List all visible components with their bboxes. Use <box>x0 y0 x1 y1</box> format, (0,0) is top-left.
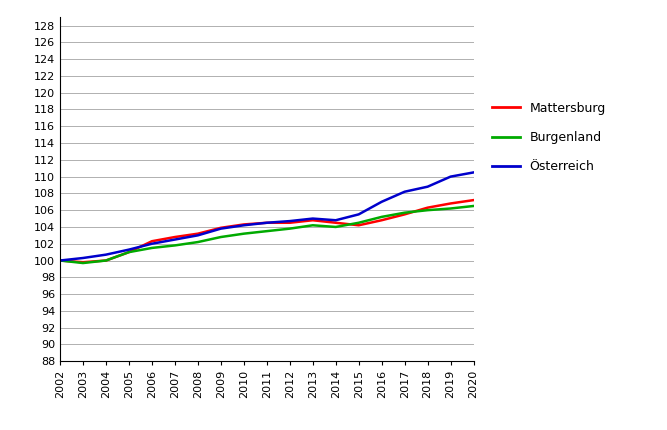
Line: Burgenland: Burgenland <box>60 206 474 263</box>
Österreich <box>355 212 363 217</box>
Österreich <box>331 218 340 223</box>
Burgenland <box>263 229 271 234</box>
Mattersburg <box>470 197 478 203</box>
Line: Österreich: Österreich <box>60 172 474 261</box>
Mattersburg <box>401 212 409 217</box>
Burgenland <box>424 208 432 213</box>
Österreich <box>56 258 64 263</box>
Mattersburg <box>217 225 225 230</box>
Mattersburg <box>424 205 432 210</box>
Burgenland <box>285 226 293 231</box>
Burgenland <box>309 223 317 228</box>
Mattersburg <box>240 222 248 227</box>
Mattersburg <box>285 220 293 225</box>
Österreich <box>378 199 386 204</box>
Österreich <box>309 216 317 221</box>
Österreich <box>424 184 432 189</box>
Burgenland <box>148 246 156 251</box>
Österreich <box>148 241 156 246</box>
Burgenland <box>401 210 409 215</box>
Burgenland <box>194 240 202 245</box>
Burgenland <box>355 220 363 225</box>
Österreich <box>171 237 179 242</box>
Mattersburg <box>171 234 179 240</box>
Mattersburg <box>194 231 202 236</box>
Legend: Mattersburg, Burgenland, Österreich: Mattersburg, Burgenland, Österreich <box>492 102 606 173</box>
Mattersburg <box>79 260 87 265</box>
Mattersburg <box>309 218 317 223</box>
Line: Mattersburg: Mattersburg <box>60 200 474 262</box>
Burgenland <box>378 214 386 219</box>
Burgenland <box>217 234 225 240</box>
Burgenland <box>125 249 133 255</box>
Burgenland <box>102 258 110 263</box>
Burgenland <box>470 203 478 209</box>
Österreich <box>194 233 202 238</box>
Mattersburg <box>263 220 271 225</box>
Österreich <box>217 226 225 231</box>
Burgenland <box>331 224 340 230</box>
Burgenland <box>79 261 87 266</box>
Mattersburg <box>447 201 455 206</box>
Burgenland <box>447 206 455 211</box>
Mattersburg <box>56 258 64 263</box>
Burgenland <box>56 258 64 263</box>
Mattersburg <box>378 218 386 223</box>
Österreich <box>102 252 110 257</box>
Österreich <box>401 189 409 194</box>
Burgenland <box>171 243 179 248</box>
Österreich <box>470 170 478 175</box>
Österreich <box>79 255 87 261</box>
Mattersburg <box>331 220 340 225</box>
Mattersburg <box>355 223 363 228</box>
Österreich <box>263 220 271 225</box>
Österreich <box>447 174 455 179</box>
Mattersburg <box>102 258 110 263</box>
Burgenland <box>240 231 248 236</box>
Mattersburg <box>125 249 133 255</box>
Österreich <box>285 218 293 224</box>
Österreich <box>125 247 133 252</box>
Österreich <box>240 223 248 228</box>
Mattersburg <box>148 239 156 244</box>
